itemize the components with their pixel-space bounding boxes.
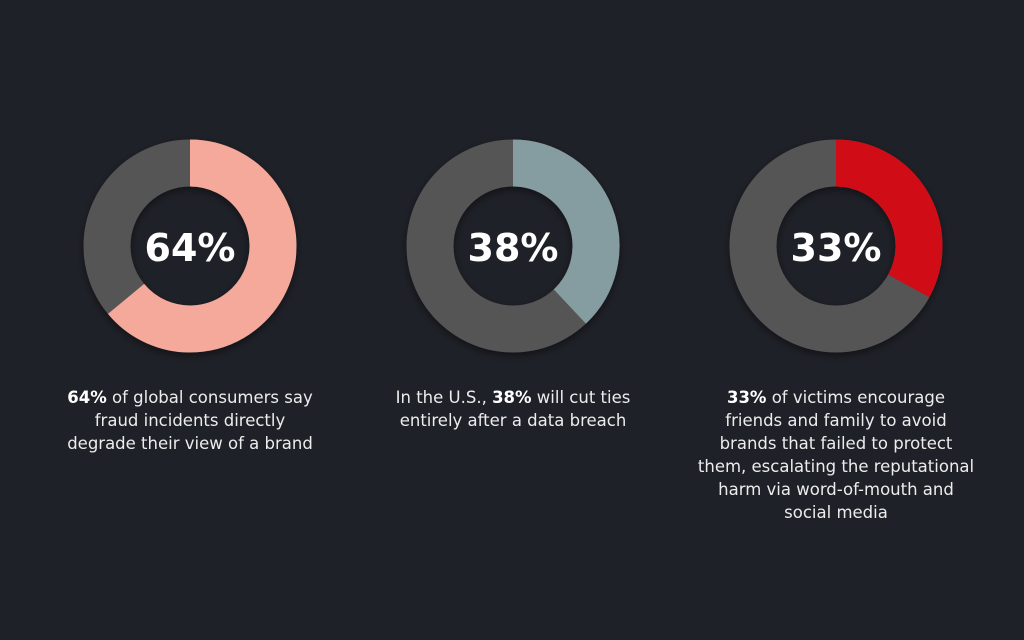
donut-segment (512, 139, 620, 324)
caption-text: of victims encourage friends and family … (697, 388, 975, 522)
center-label: 64% (145, 226, 236, 270)
caption-text: In the U.S., (395, 388, 493, 407)
caption-highlight: 64% (67, 388, 107, 407)
caption: 33% of victims encourage friends and fam… (696, 386, 976, 524)
caption-highlight: 33% (726, 388, 767, 407)
center-label: 38% (468, 226, 559, 270)
donut (83, 139, 297, 353)
center-label: 33% (791, 226, 882, 270)
donut-segment (107, 139, 297, 353)
caption-text: will cut ties entirely after a data brea… (399, 388, 631, 430)
donut (406, 139, 620, 353)
caption: In the U.S., 38% will cut ties entirely … (393, 386, 633, 432)
caption-text: of global consumers say fraud incidents … (67, 388, 313, 453)
donut (729, 139, 943, 353)
caption: 64% of global consumers say fraud incide… (60, 386, 320, 455)
caption-highlight: 38% (492, 388, 532, 407)
donut-segment (835, 139, 943, 298)
